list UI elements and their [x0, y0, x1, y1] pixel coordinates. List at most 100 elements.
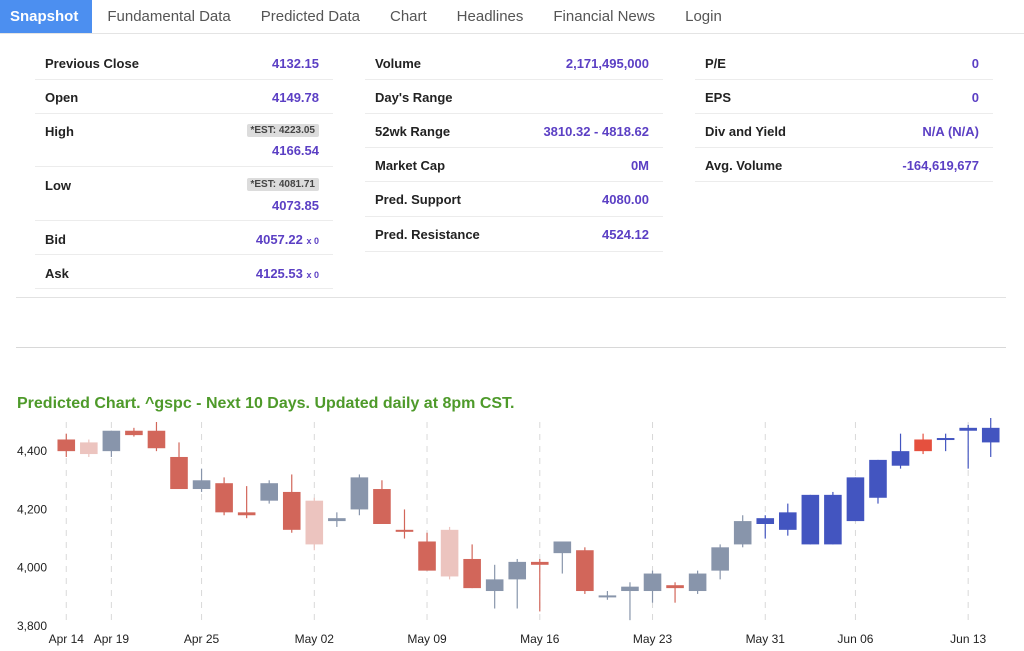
candle-body — [666, 585, 684, 589]
low-value: 4073.85 — [272, 198, 319, 213]
high-est-badge: *EST: 4223.05 — [246, 124, 319, 137]
x-tick-label: May 31 — [746, 632, 786, 646]
candle-body — [215, 483, 233, 513]
y-tick-label: 4,400 — [17, 444, 47, 458]
candle-body — [192, 480, 211, 490]
row-previous-close: Previous Close 4132.15 — [35, 46, 333, 80]
avg-volume-value: -164,619,677 — [902, 158, 979, 173]
days-range-label: Day's Range — [375, 90, 453, 105]
tab-chart[interactable]: Chart — [389, 8, 427, 25]
x-tick-label: Jun 06 — [837, 632, 873, 646]
y-tick-label: 4,000 — [17, 561, 47, 575]
candle-body — [801, 494, 820, 545]
x-tick-label: Jun 13 — [950, 632, 986, 646]
ask-price: 4125.53 — [255, 266, 303, 281]
bid-size: x 0 — [306, 236, 319, 246]
x-tick-label: May 23 — [633, 632, 673, 646]
candle-body — [373, 489, 391, 524]
bid-value: 4057.22 x 0 — [256, 232, 319, 247]
candle-body — [440, 529, 459, 577]
eps-label: EPS — [705, 90, 732, 105]
row-high: High *EST: 4223.05 4166.54 — [35, 114, 333, 167]
volume-label: Volume — [375, 56, 421, 71]
ask-label: Ask — [45, 266, 69, 281]
x-tick-label: Apr 14 — [49, 632, 85, 646]
row-pred-support: Pred. Support 4080.00 — [365, 182, 663, 217]
eps-value: 0 — [971, 90, 979, 105]
candle-body — [80, 442, 98, 455]
high-value: 4166.54 — [272, 143, 319, 158]
y-tick-label: 3,800 — [17, 619, 47, 633]
candle-body — [395, 529, 414, 532]
row-volume: Volume 2,171,495,000 — [365, 46, 663, 80]
candle-body — [530, 561, 549, 565]
row-pe: P/E 0 — [695, 46, 993, 80]
row-52wk-range: 52wk Range 3810.32 - 4818.62 — [365, 114, 663, 148]
candle-body — [237, 512, 256, 516]
candlestick-chart: 3,800 4,000 4,200 4,400 Apr 14 Apr 19 Apr 25 Ma… — [17, 418, 1000, 646]
pe-label: P/E — [705, 56, 726, 71]
tab-headlines[interactable]: Headlines — [456, 8, 524, 25]
candle-body — [824, 494, 842, 545]
candle-body — [170, 456, 188, 490]
candle-body — [553, 541, 572, 554]
candle-body — [57, 439, 76, 452]
candle-body — [125, 430, 143, 436]
candle-body — [779, 512, 797, 530]
quote-column-1: Previous Close 4132.15 Open 4149.78 High… — [35, 46, 333, 289]
section-divider — [16, 297, 1006, 298]
candle-body — [936, 438, 955, 441]
candle-body — [621, 586, 639, 592]
market-cap-label: Market Cap — [375, 158, 446, 173]
pe-value: 0 — [971, 56, 979, 71]
candle-body — [598, 595, 617, 598]
candle-body — [485, 579, 504, 592]
row-market-cap: Market Cap 0M — [365, 148, 663, 182]
candle-body — [328, 518, 346, 522]
row-eps: EPS 0 — [695, 80, 993, 114]
previous-close-label: Previous Close — [45, 56, 139, 71]
row-open: Open 4149.78 — [35, 80, 333, 114]
range-52wk-value: 3810.32 - 4818.62 — [543, 124, 649, 139]
div-yield-label: Div and Yield — [705, 124, 786, 139]
row-avg-volume: Avg. Volume -164,619,677 — [695, 148, 993, 182]
x-tick-label: Apr 25 — [184, 632, 220, 646]
candle-body — [869, 459, 887, 498]
tab-login[interactable]: Login — [685, 8, 722, 25]
high-label: High — [45, 124, 74, 139]
low-label: Low — [45, 178, 71, 193]
candle-body — [147, 430, 166, 449]
candle-body — [846, 477, 865, 522]
candle-body — [756, 518, 775, 524]
candle-body — [576, 550, 594, 592]
candle-body — [711, 547, 729, 571]
tab-financial-news[interactable]: Financial News — [553, 8, 656, 25]
quote-column-3: P/E 0 EPS 0 Div and Yield N/A (N/A) Avg.… — [695, 46, 993, 182]
candle-body — [305, 500, 324, 545]
candle-body — [102, 430, 121, 452]
row-low: Low *EST: 4081.71 4073.85 — [35, 167, 333, 221]
previous-close-value: 4132.15 — [272, 56, 319, 71]
pred-support-label: Pred. Support — [375, 192, 461, 207]
ask-value: 4125.53 x 0 — [256, 266, 319, 281]
quote-column-2: Volume 2,171,495,000 Day's Range 52wk Ra… — [365, 46, 663, 252]
tab-bar: Snapshot Fundamental Data Predicted Data… — [0, 0, 1024, 34]
x-tick-label: May 16 — [520, 632, 560, 646]
candle-body — [282, 491, 301, 530]
open-value: 4149.78 — [272, 90, 319, 105]
tab-fundamental-data[interactable]: Fundamental Data — [107, 8, 231, 25]
x-tick-label: May 02 — [295, 632, 335, 646]
low-est-badge: *EST: 4081.71 — [246, 178, 319, 191]
row-bid: Bid 4057.22 x 0 — [35, 221, 333, 255]
row-pred-resistance: Pred. Resistance 4524.12 — [365, 217, 663, 252]
row-div-yield: Div and Yield N/A (N/A) — [695, 114, 993, 148]
candle-body — [733, 521, 752, 545]
bid-label: Bid — [45, 232, 66, 247]
candle-body — [508, 561, 527, 580]
candle-body — [891, 451, 910, 466]
candle-body — [260, 483, 278, 501]
tab-snapshot[interactable]: Snapshot — [0, 0, 93, 33]
candle-body — [463, 558, 481, 589]
tab-predicted-data[interactable]: Predicted Data — [260, 8, 360, 25]
candle-body — [418, 541, 436, 571]
